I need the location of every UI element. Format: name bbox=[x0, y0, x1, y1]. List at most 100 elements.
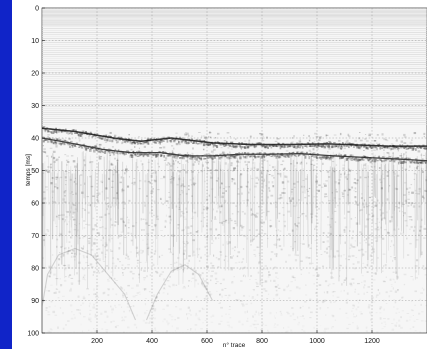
radar-noise bbox=[205, 138, 208, 140]
radar-noise bbox=[71, 249, 75, 252]
reflector-texture-1 bbox=[114, 138, 117, 141]
reflector-texture-1 bbox=[348, 146, 350, 149]
radar-noise bbox=[318, 284, 322, 286]
radar-noise bbox=[136, 152, 140, 155]
radar-noise bbox=[55, 178, 58, 180]
radar-noise bbox=[368, 196, 372, 199]
radar-noise bbox=[140, 249, 143, 252]
reflector-texture-2 bbox=[366, 156, 369, 159]
radar-noise bbox=[346, 327, 349, 330]
reflector-texture-1 bbox=[199, 141, 202, 145]
radar-noise bbox=[147, 224, 151, 227]
reflector-texture-2 bbox=[260, 156, 263, 159]
diffraction-texture-1 bbox=[66, 251, 69, 255]
radar-noise bbox=[227, 260, 229, 262]
reflector-texture-1 bbox=[388, 147, 391, 150]
radar-noise bbox=[384, 217, 386, 220]
radar-noise bbox=[146, 275, 148, 278]
reflector-texture-2 bbox=[204, 158, 207, 160]
radar-streak bbox=[49, 163, 52, 273]
radar-noise bbox=[45, 290, 48, 292]
reflector-texture-2 bbox=[214, 155, 217, 159]
radar-noise bbox=[66, 223, 69, 226]
radar-noise bbox=[80, 304, 82, 306]
radar-noise bbox=[180, 185, 183, 188]
reflector-texture-2 bbox=[302, 153, 306, 156]
radar-noise bbox=[366, 218, 369, 221]
radar-streak bbox=[393, 175, 396, 256]
radar-noise bbox=[292, 248, 294, 250]
radar-noise bbox=[381, 322, 383, 324]
reflector-texture-2 bbox=[90, 147, 94, 149]
radar-noise bbox=[235, 298, 238, 302]
radar-noise bbox=[130, 232, 133, 235]
radar-noise bbox=[356, 326, 360, 329]
radar-noise bbox=[73, 313, 75, 316]
radar-noise bbox=[402, 203, 405, 205]
radar-noise bbox=[251, 213, 254, 216]
reflector-texture-1 bbox=[117, 137, 120, 140]
radar-noise bbox=[194, 324, 198, 326]
radar-noise bbox=[315, 138, 318, 140]
reflector-texture-2 bbox=[128, 151, 131, 153]
diffraction-texture-2 bbox=[201, 282, 204, 285]
radar-noise bbox=[364, 145, 367, 148]
radar-noise bbox=[369, 218, 371, 220]
reflector-texture-2 bbox=[332, 155, 335, 157]
reflector-texture-1 bbox=[365, 146, 368, 150]
radar-noise bbox=[185, 226, 187, 229]
reflector-texture-1 bbox=[79, 134, 83, 137]
radar-noise bbox=[354, 204, 358, 206]
radar-noise bbox=[152, 241, 154, 243]
reflector-texture-1 bbox=[136, 142, 139, 145]
radar-noise bbox=[104, 141, 108, 143]
radar-noise bbox=[397, 289, 399, 291]
radar-noise bbox=[241, 323, 244, 326]
radar-noise bbox=[56, 158, 59, 161]
reflector-texture-1 bbox=[280, 144, 283, 147]
reflector-texture-1 bbox=[282, 142, 285, 145]
radar-noise bbox=[102, 292, 105, 295]
reflector-texture-1 bbox=[92, 134, 95, 137]
radar-noise bbox=[198, 319, 201, 321]
radar-noise bbox=[291, 307, 294, 309]
radar-noise bbox=[142, 229, 145, 231]
radar-noise bbox=[268, 181, 270, 184]
radar-noise bbox=[92, 228, 95, 231]
reflector-texture-1 bbox=[212, 144, 215, 148]
diffraction-texture-2 bbox=[194, 269, 197, 273]
radar-noise bbox=[209, 293, 212, 297]
reflector-texture-1 bbox=[109, 135, 112, 138]
radar-noise bbox=[46, 155, 48, 157]
radar-noise bbox=[286, 311, 289, 313]
radar-noise bbox=[175, 142, 179, 146]
radar-noise bbox=[416, 165, 419, 168]
radar-noise bbox=[57, 217, 60, 218]
radar-noise bbox=[101, 271, 104, 273]
radar-noise bbox=[82, 316, 86, 318]
radar-noise bbox=[110, 164, 114, 166]
radar-noise bbox=[281, 191, 285, 194]
radar-noise bbox=[165, 331, 168, 333]
reflector-texture-2 bbox=[178, 153, 181, 156]
reflector-texture-1 bbox=[190, 141, 193, 143]
reflector-texture-1 bbox=[161, 140, 165, 142]
radar-noise bbox=[88, 294, 90, 296]
reflector-texture-1 bbox=[142, 141, 145, 143]
reflector-texture-2 bbox=[385, 159, 388, 162]
reflector-texture-1 bbox=[301, 145, 304, 149]
reflector-texture-2 bbox=[263, 152, 266, 155]
reflector-texture-1 bbox=[105, 134, 108, 137]
radar-noise bbox=[309, 247, 312, 249]
diffraction-texture-2 bbox=[155, 300, 157, 302]
radar-noise bbox=[389, 234, 393, 237]
reflector-texture-1 bbox=[420, 146, 423, 149]
radar-band bbox=[42, 82, 427, 83]
radar-noise bbox=[308, 149, 311, 152]
radar-noise bbox=[154, 250, 156, 252]
reflector-texture-2 bbox=[273, 153, 275, 155]
radar-noise bbox=[220, 320, 223, 322]
radar-noise bbox=[375, 142, 378, 144]
reflector-texture-2 bbox=[112, 151, 114, 154]
radar-noise bbox=[104, 253, 107, 256]
